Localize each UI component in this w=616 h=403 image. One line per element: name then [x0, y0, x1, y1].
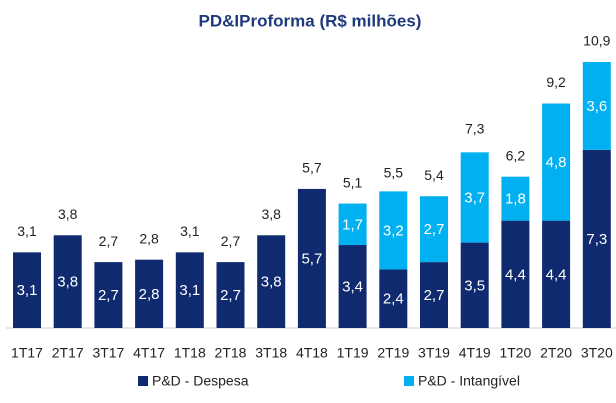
- x-tick-label: 3T19: [418, 345, 450, 361]
- x-tick-label: 4T19: [459, 345, 491, 361]
- segment-label: 3,2: [383, 222, 404, 239]
- bar-segment: [338, 245, 367, 328]
- bar-segment: [94, 262, 123, 328]
- x-tick-label: 1T19: [337, 345, 369, 361]
- segment-label: 3,1: [17, 282, 38, 299]
- total-label: 2,7: [99, 233, 119, 249]
- bar-segment: [420, 262, 448, 328]
- bar-segment: [379, 191, 408, 270]
- bar-segment: [460, 242, 489, 328]
- bar-segment: [216, 262, 245, 328]
- x-tick-label: 3T17: [92, 345, 124, 361]
- segment-label: 3,4: [342, 278, 363, 295]
- total-label: 10,9: [583, 33, 610, 49]
- segment-label: 3,8: [57, 274, 78, 291]
- segment-label: 2,8: [139, 286, 160, 303]
- bar-segment: [135, 259, 164, 328]
- bar-segment: [13, 252, 41, 328]
- x-tick-label: 4T17: [133, 345, 165, 361]
- segment-label: 1,7: [342, 216, 363, 233]
- total-label: 3,8: [58, 206, 78, 222]
- bar-segment: [53, 235, 82, 328]
- x-tick-label: 2T18: [215, 345, 247, 361]
- x-tick-label: 1T18: [174, 345, 206, 361]
- x-tick-label: 2T17: [52, 345, 84, 361]
- total-label: 9,2: [546, 74, 566, 90]
- legend-label: P&D - Despesa: [152, 373, 249, 389]
- legend-label: P&D - Intangível: [418, 373, 520, 389]
- total-label: 2,7: [221, 233, 241, 249]
- segment-label: 3,6: [586, 98, 607, 115]
- segment-label: 5,7: [301, 250, 322, 267]
- x-tick-label: 1T17: [11, 345, 43, 361]
- segment-label: 2,7: [220, 287, 241, 304]
- x-tick-label: 1T20: [499, 345, 531, 361]
- x-tick-label: 3T18: [255, 345, 287, 361]
- segment-label: 2,7: [98, 287, 119, 304]
- bar-segment: [297, 188, 326, 328]
- bar-segment: [338, 203, 367, 246]
- legend-swatch: [404, 376, 414, 386]
- bar-segment: [379, 269, 408, 328]
- total-label: 2,8: [139, 230, 159, 246]
- total-label: 7,3: [465, 121, 485, 137]
- x-tick-label: 3T20: [581, 345, 613, 361]
- legend-swatch: [138, 376, 148, 386]
- x-tick-label: 2T20: [540, 345, 572, 361]
- segment-label: 7,3: [586, 231, 607, 248]
- bar-segment: [542, 220, 571, 328]
- segment-label: 3,7: [464, 189, 485, 206]
- bar-segment: [460, 152, 489, 243]
- segment-label: 4,4: [505, 266, 526, 283]
- bar-segment: [582, 149, 611, 328]
- total-label: 5,5: [384, 165, 404, 181]
- bar-segment: [175, 252, 204, 328]
- segment-label: 4,8: [546, 154, 567, 171]
- segment-label: 4,4: [546, 266, 567, 283]
- bar-segment: [582, 62, 611, 150]
- chart-title: PD&IProforma (R$ milhões): [199, 11, 422, 30]
- bar-segment: [420, 196, 448, 263]
- x-tick-label: 2T19: [377, 345, 409, 361]
- total-label: 5,1: [343, 174, 363, 190]
- segment-label: 3,5: [464, 277, 485, 294]
- segment-label: 2,7: [424, 221, 445, 238]
- segment-label: 1,8: [505, 191, 526, 208]
- total-label: 3,8: [261, 206, 281, 222]
- total-label: 5,7: [302, 160, 322, 176]
- total-label: 3,1: [17, 223, 37, 239]
- segment-label: 3,8: [261, 274, 282, 291]
- segment-label: 3,1: [179, 282, 200, 299]
- segment-label: 2,7: [424, 287, 445, 304]
- total-label: 3,1: [180, 223, 200, 239]
- x-tick-label: 4T18: [296, 345, 328, 361]
- bar-segment: [542, 103, 571, 221]
- bar-segment: [257, 235, 286, 328]
- bar-segment: [501, 220, 530, 328]
- total-label: 5,4: [424, 167, 444, 183]
- total-label: 6,2: [506, 147, 526, 163]
- segment-label: 2,4: [383, 291, 404, 308]
- bar-segment: [501, 176, 530, 221]
